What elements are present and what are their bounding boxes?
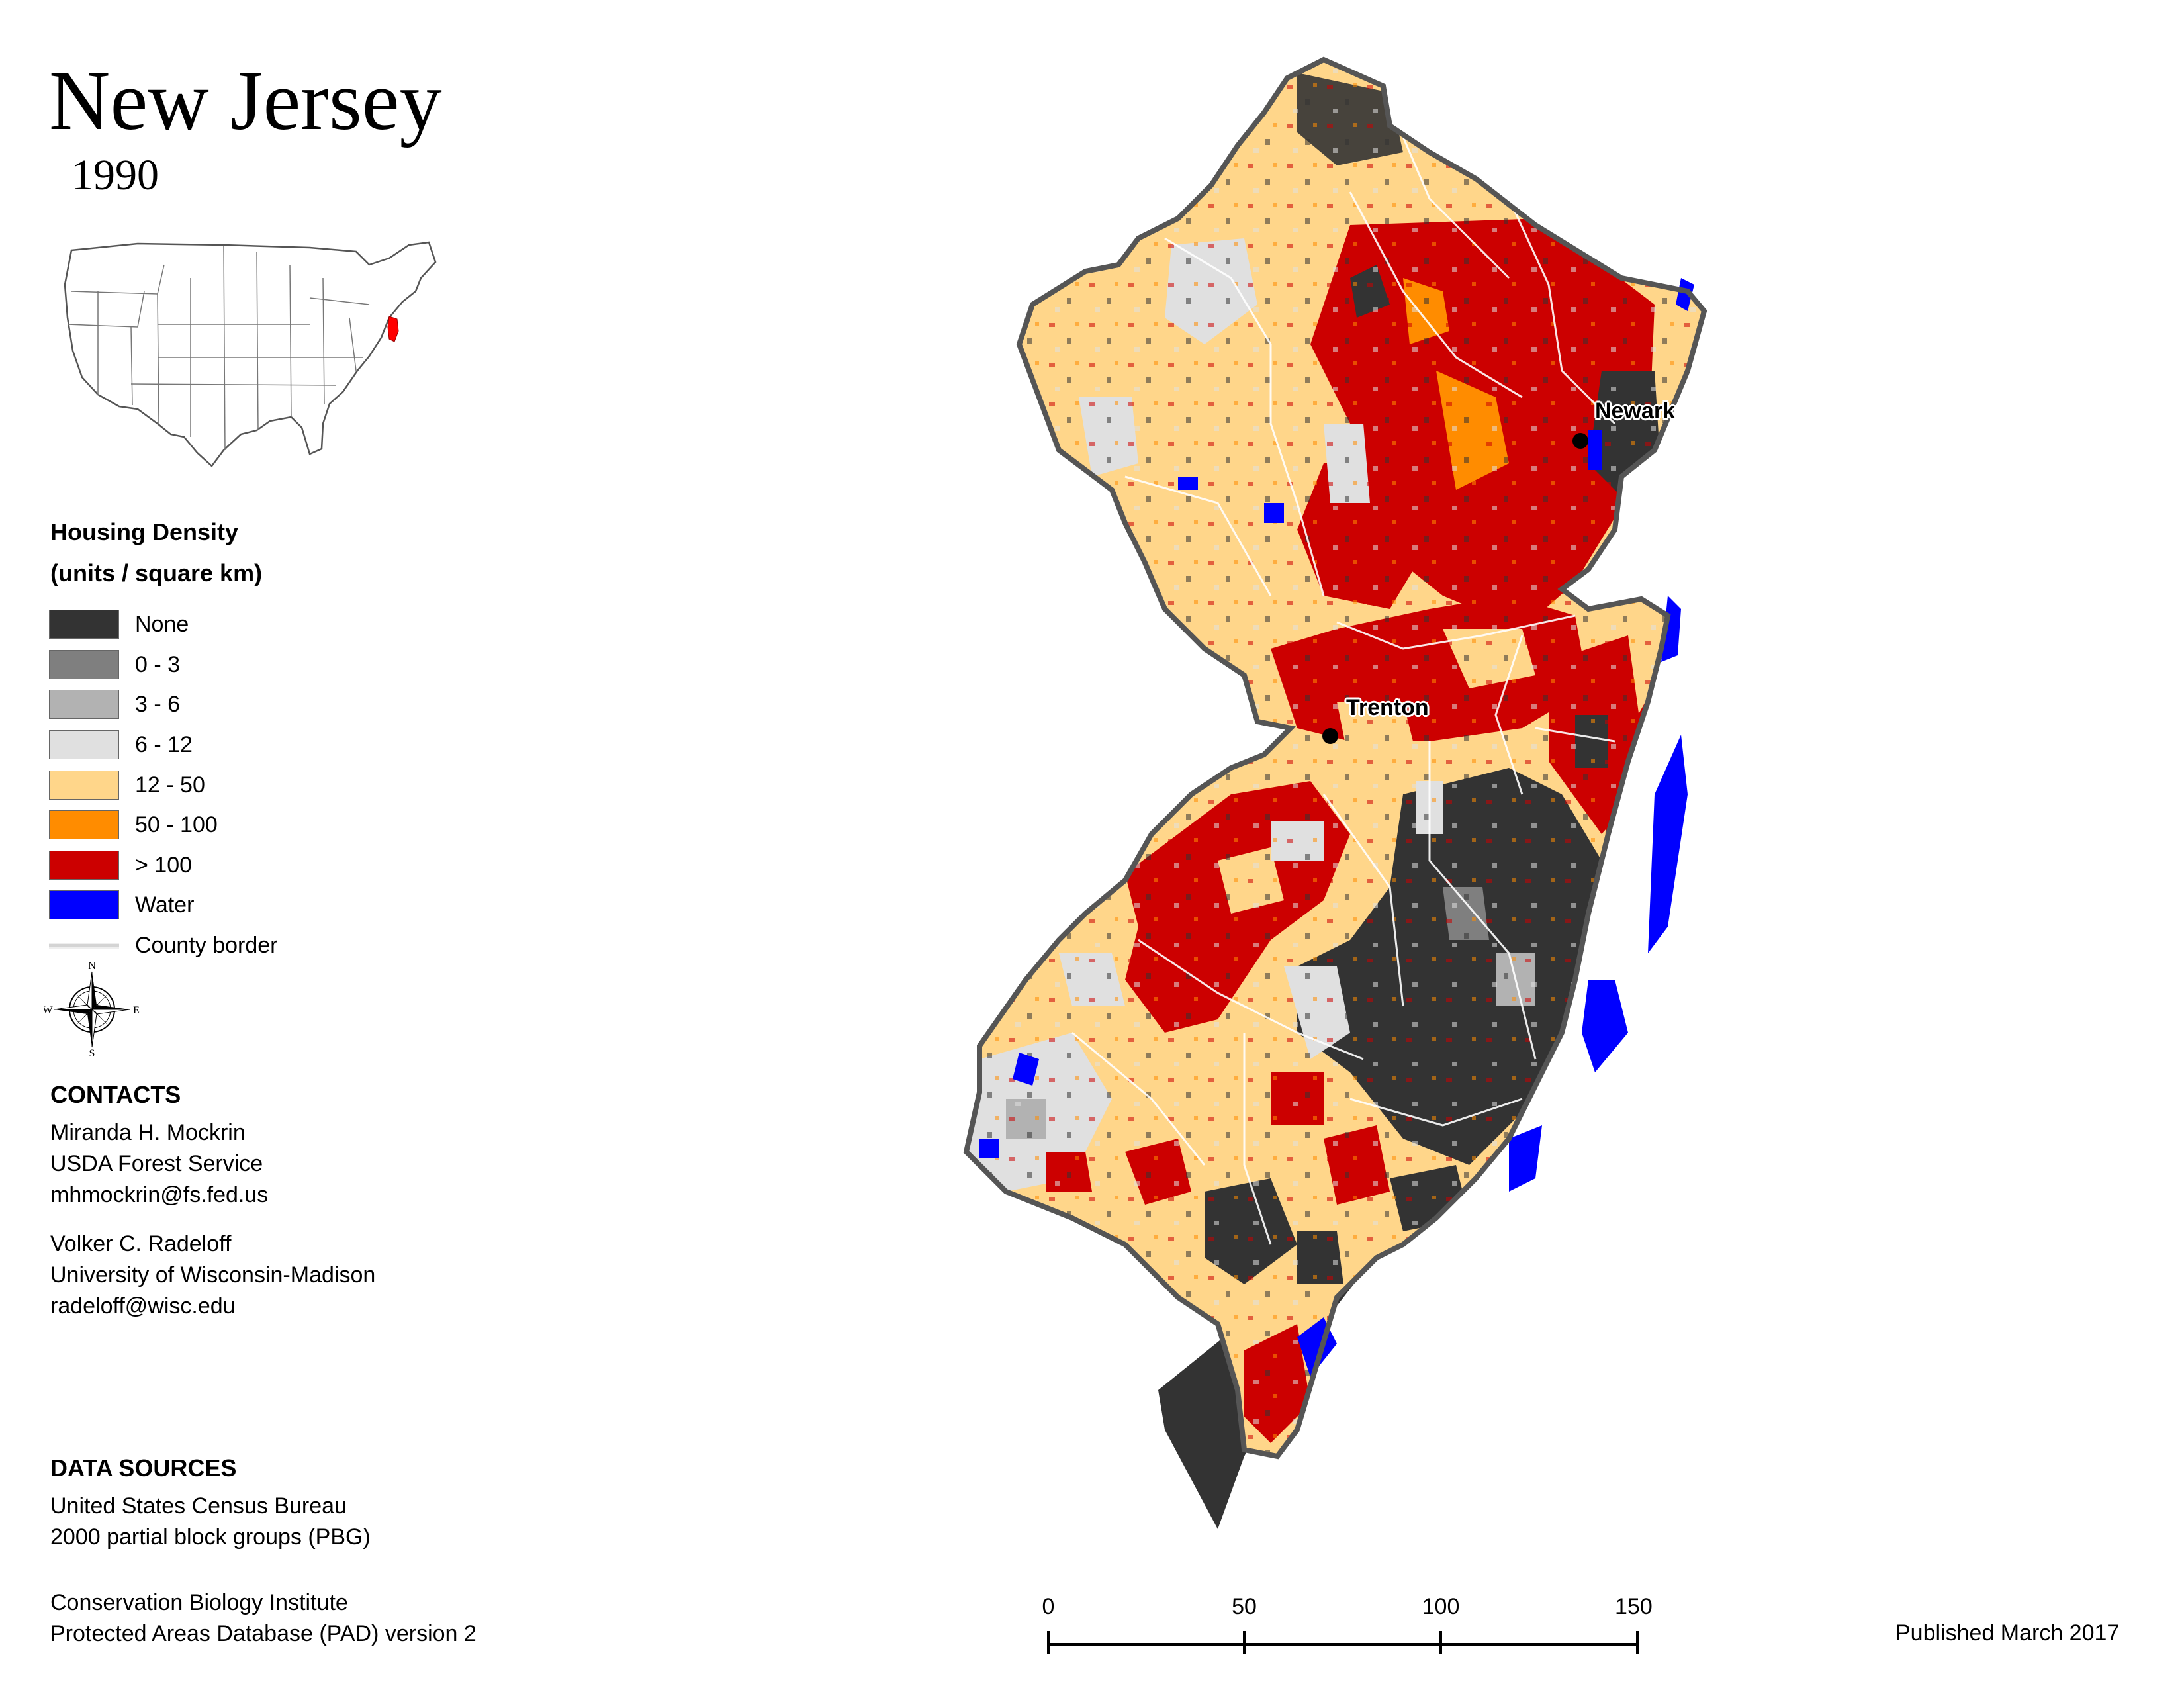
state-outline [963, 56, 1707, 1460]
legend-swatch [49, 690, 119, 720]
legend-item-3-6: 3 - 6 [49, 684, 420, 725]
us-locator-map [64, 241, 437, 467]
legend-swatch [49, 770, 119, 800]
scale-tick-0: 0 [1042, 1594, 1055, 1619]
scale-tick-100: 100 [1422, 1594, 1460, 1619]
legend-item-water: Water [49, 885, 420, 925]
scale-bar: 0 50 100 150 km [1042, 1594, 1655, 1654]
legend: None 0 - 3 3 - 6 6 - 12 12 - 50 50 - 100… [49, 604, 420, 965]
data-source-line: Conservation Biology Institute [50, 1590, 348, 1615]
legend-swatch [49, 649, 119, 679]
contact-org: University of Wisconsin-Madison [50, 1262, 376, 1288]
contact-2: Volker C. Radeloff University of Wiscons… [50, 1229, 375, 1322]
new-jersey-housing-map [963, 56, 1707, 1529]
legend-label: 3 - 6 [135, 692, 181, 718]
contact-1: Miranda H. Mockrin USDA Forest Service m… [50, 1117, 268, 1211]
compass-e: E [133, 1005, 140, 1016]
data-source-1: United States Census Bureau 2000 partial… [50, 1491, 371, 1553]
us-outline [64, 241, 437, 467]
legend-swatch [49, 610, 119, 639]
compass-rose-icon: N S E W [44, 961, 140, 1058]
county-borders [1071, 105, 1616, 1245]
legend-label: County border [135, 933, 278, 959]
newark-marker [1572, 433, 1588, 449]
compass-n: N [88, 961, 96, 972]
legend-label: None [135, 612, 189, 637]
legend-label: 0 - 3 [135, 651, 181, 677]
city-label-trenton: Trenton [1346, 695, 1429, 720]
new-jersey-highlight [387, 316, 399, 342]
data-source-line: United States Census Bureau [50, 1493, 347, 1519]
contact-name: Volker C. Radeloff [50, 1231, 232, 1256]
legend-item-county-border: County border [49, 925, 420, 966]
published-date: Published March 2017 [1895, 1620, 2120, 1646]
legend-swatch [49, 810, 119, 840]
contact-email[interactable]: mhmockrin@fs.fed.us [50, 1182, 269, 1207]
data-sources-heading: DATA SOURCES [50, 1454, 237, 1481]
legend-item-12-50: 12 - 50 [49, 765, 420, 805]
contact-org: USDA Forest Service [50, 1151, 263, 1176]
map-year: 1990 [71, 151, 159, 199]
map-title: New Jersey [49, 54, 442, 148]
legend-item-6-12: 6 - 12 [49, 725, 420, 765]
legend-label: 6 - 12 [135, 732, 193, 758]
city-label-newark: Newark [1595, 399, 1675, 424]
legend-label: > 100 [135, 852, 193, 878]
trenton-marker [1322, 728, 1338, 744]
legend-item-50-100: 50 - 100 [49, 805, 420, 845]
data-source-line: Protected Areas Database (PAD) version 2 [50, 1621, 477, 1646]
legend-title: Housing Density [50, 518, 239, 545]
legend-item-gt-100: > 100 [49, 845, 420, 886]
compass-w: W [44, 1005, 53, 1016]
contacts-heading: CONTACTS [50, 1081, 181, 1108]
scale-tick-150: 150 km [1615, 1594, 1655, 1619]
data-source-line: 2000 partial block groups (PBG) [50, 1524, 371, 1550]
legend-item-none: None [49, 604, 420, 645]
legend-label: 12 - 50 [135, 772, 205, 798]
scale-tick-50: 50 [1232, 1594, 1257, 1619]
legend-item-0-3: 0 - 3 [49, 645, 420, 685]
legend-subtitle: (units / square km) [50, 559, 263, 586]
legend-swatch [49, 730, 119, 760]
legend-swatch [49, 890, 119, 920]
contact-email[interactable]: radeloff@wisc.edu [50, 1293, 236, 1319]
compass-s: S [89, 1048, 95, 1058]
data-source-2: Conservation Biology Institute Protected… [50, 1587, 477, 1650]
legend-swatch [49, 850, 119, 880]
contact-name: Miranda H. Mockrin [50, 1120, 246, 1145]
legend-label: Water [135, 892, 195, 918]
county-border-swatch [49, 942, 119, 949]
legend-label: 50 - 100 [135, 812, 218, 838]
